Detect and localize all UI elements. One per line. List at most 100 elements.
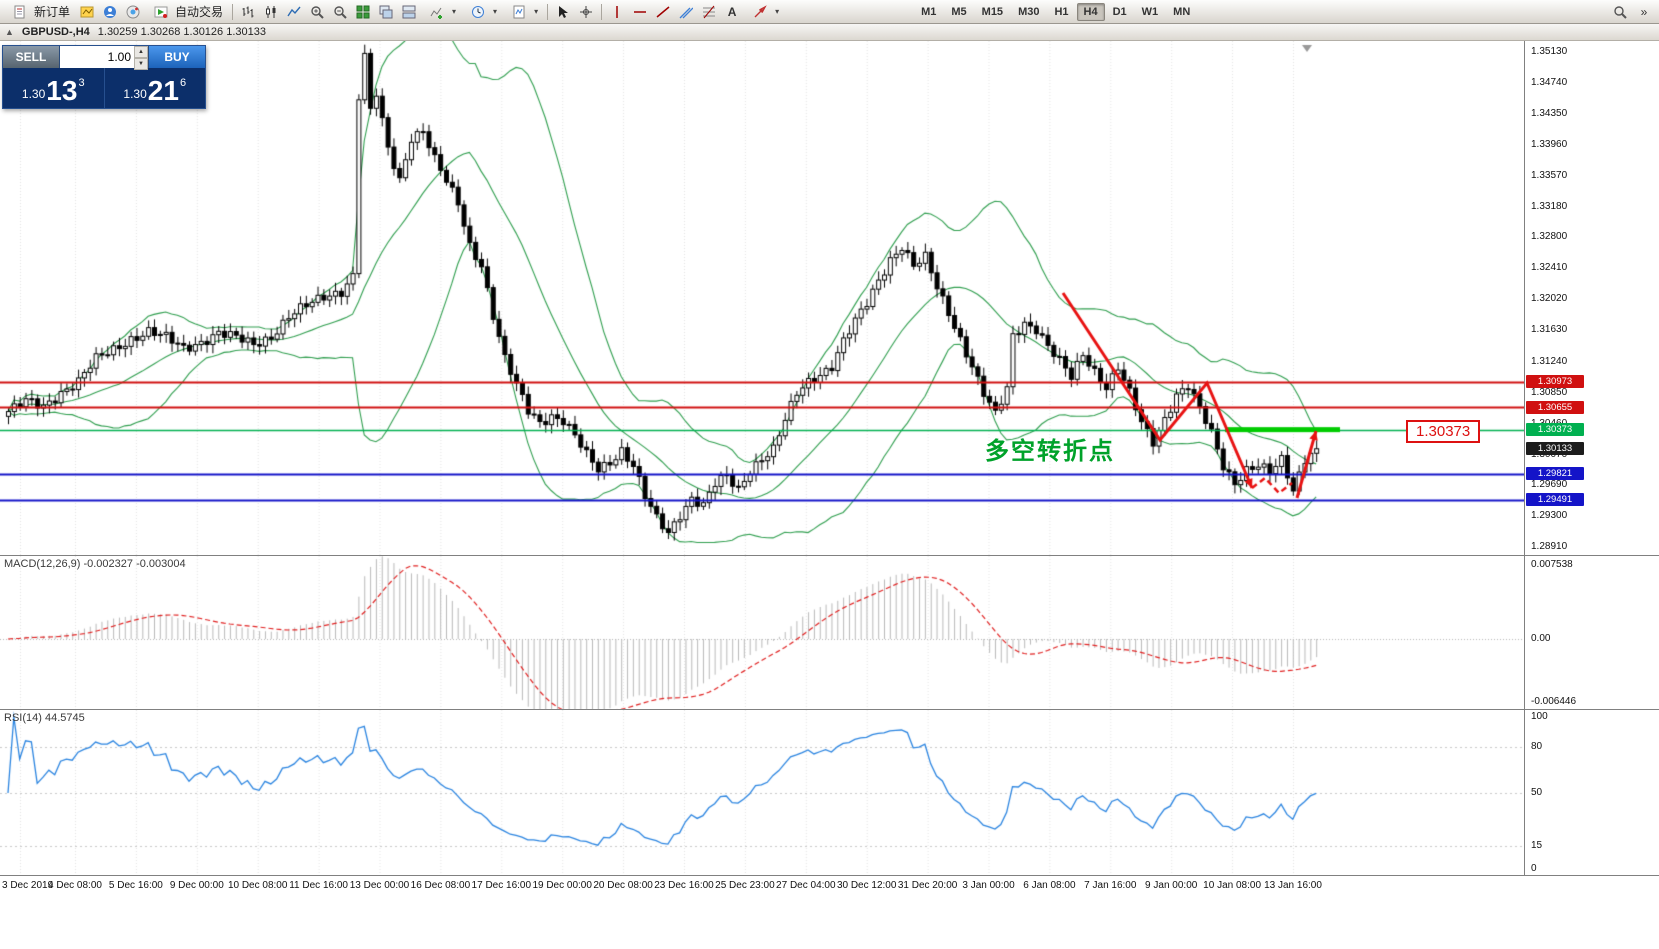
turning-point-annotation: 多空转折点 [985,438,1115,465]
macd-label: MACD(12,26,9) -0.002327 -0.003004 [4,558,186,570]
macd-canvas[interactable] [0,556,1524,710]
arrows-tool-button[interactable]: ▾ [744,1,784,23]
sell-price-prefix: 1.30 [21,87,46,101]
price-axis-label: 1.28910 [1531,541,1568,553]
price-level-tag: 1.30973 [1526,375,1584,389]
chart-bars-icon[interactable] [237,2,259,22]
toolbar-overflow-icon[interactable]: » [1640,4,1648,19]
main-chart-canvas[interactable] [0,41,1524,555]
price-level-tag: 1.30373 [1526,423,1584,437]
channel-icon[interactable] [675,2,697,22]
zoom-out-icon[interactable] [329,2,351,22]
cursor-icon[interactable] [552,2,574,22]
timeframe-button-m1[interactable]: M1 [921,5,937,18]
macd-axis[interactable]: 0.007538 0.00 -0.006446 [1525,555,1659,710]
template-icon [508,2,530,22]
time-axis-label: 17 Dec 16:00 [471,880,532,891]
toolbar-separator [547,3,549,20]
price-axis-label: 1.35130 [1531,45,1568,57]
cascade-windows-icon[interactable] [375,2,397,22]
price-axis-label: 1.32020 [1531,293,1568,305]
time-axis[interactable]: 3 Dec 2019 4 Dec 08:00 5 Dec 16:00 9 Dec 00… [0,875,1659,898]
text-label-icon[interactable]: A [727,4,737,19]
volume-up-icon[interactable]: ▲ [134,46,148,58]
timeframe-button-m15[interactable]: M15 [981,5,1004,18]
volume-down-icon[interactable]: ▼ [134,58,148,70]
chart-ohlc-values: 1.30259 1.30268 1.30126 1.30133 [97,26,266,38]
metaeditor-icon[interactable] [76,2,98,22]
help-icon[interactable] [122,2,144,22]
time-axis-label: 31 Dec 20:00 [897,880,958,891]
time-axis-label: 5 Dec 16:00 [108,880,163,891]
timeframe-button-w1[interactable]: W1 [1141,5,1159,18]
volume-input[interactable] [60,46,134,68]
chart-window-icon: ▲ [5,27,14,37]
timeframe-button-h1[interactable]: H1 [1054,5,1069,18]
price-level-tag: 1.29821 [1526,467,1584,481]
chart-candles-icon[interactable] [260,2,282,22]
tile-horizontal-icon[interactable] [398,2,420,22]
price-level-tag: 1.30655 [1526,400,1584,414]
price-level-tag: 1.29491 [1526,493,1584,507]
price-axis-label: 1.33960 [1531,138,1568,150]
timeframe-button-d1[interactable]: D1 [1112,5,1127,18]
rsi-panel: RSI(14) 44.5745 [0,709,1524,876]
price-axis[interactable]: 1.35130 1.34740 1.34350 1.33960 1.33570 1.331… [1525,41,1659,555]
horizontal-line-icon[interactable] [629,2,651,22]
clock-icon [467,2,489,22]
time-axis-label: 16 Dec 08:00 [410,880,471,891]
tile-windows-icon[interactable] [352,2,374,22]
new-order-icon [9,2,31,22]
macd-panel: MACD(12,26,9) -0.002327 -0.003004 [0,555,1524,710]
macd-axis-label: 0.00 [1531,633,1551,644]
rsi-axis[interactable]: 100 80 50 15 0 [1525,709,1659,876]
price-axis-label: 1.34350 [1531,107,1568,119]
macd-axis-label: -0.006446 [1531,696,1577,707]
main-chart-panel: SELL ▲ ▼ BUY 1.30 13 3 1.30 [0,41,1524,555]
volume-spinner: ▲ ▼ [134,46,148,70]
timeframe-button-h4[interactable]: H4 [1076,2,1105,21]
time-axis-label: 30 Dec 12:00 [836,880,897,891]
periods-button[interactable]: ▾ [462,1,502,23]
templates-button[interactable]: ▾ [503,1,543,23]
time-axis-label: 9 Dec 00:00 [169,880,224,891]
price-axis-label: 1.33180 [1531,200,1568,212]
new-order-label: 新订单 [34,5,71,19]
toolbar-separator [601,3,603,20]
sell-button[interactable]: SELL [3,46,59,68]
time-axis-label: 10 Jan 08:00 [1203,880,1262,891]
price-axis-label: 1.30850 [1531,386,1568,398]
fibonacci-icon[interactable] [698,2,720,22]
zoom-in-icon[interactable] [306,2,328,22]
price-axis-label: 1.33570 [1531,169,1568,181]
quote-display: 1.30 13 3 1.30 21 6 [3,68,205,108]
mql5-community-icon[interactable] [99,2,121,22]
new-order-button[interactable]: 新订单 [4,1,75,23]
current-price-tag: 1.30133 [1526,442,1584,456]
timeframe-button-mn[interactable]: MN [1173,5,1191,18]
time-axis-label: 20 Dec 08:00 [593,880,653,891]
auto-trading-button[interactable]: 自动交易 [145,1,228,23]
price-axis-label: 1.29690 [1531,479,1568,491]
time-axis-label: 3 Jan 00:00 [962,880,1015,891]
chart-line-icon[interactable] [283,2,305,22]
rsi-axis-label: 80 [1531,741,1543,753]
timeframe-button-m5[interactable]: M5 [951,5,967,18]
trendline-icon[interactable] [652,2,674,22]
search-icon[interactable] [1609,2,1631,22]
vertical-line-icon[interactable] [606,2,628,22]
toolbar-separator [232,3,234,20]
indicators-button[interactable]: ▾ [421,1,461,23]
crosshair-icon[interactable] [575,2,597,22]
rsi-canvas[interactable] [0,710,1524,876]
rsi-axis-label: 15 [1531,840,1543,852]
rsi-axis-label: 100 [1531,711,1548,722]
sell-price-point: 3 [78,77,85,89]
buy-button[interactable]: BUY [149,46,205,68]
chevron-down-icon: ▾ [534,7,539,16]
auto-trading-icon [150,2,172,22]
buy-price-pips: 21 [147,75,179,106]
timeframe-button-m30[interactable]: M30 [1018,5,1040,18]
rsi-axis-label: 0 [1531,863,1537,874]
